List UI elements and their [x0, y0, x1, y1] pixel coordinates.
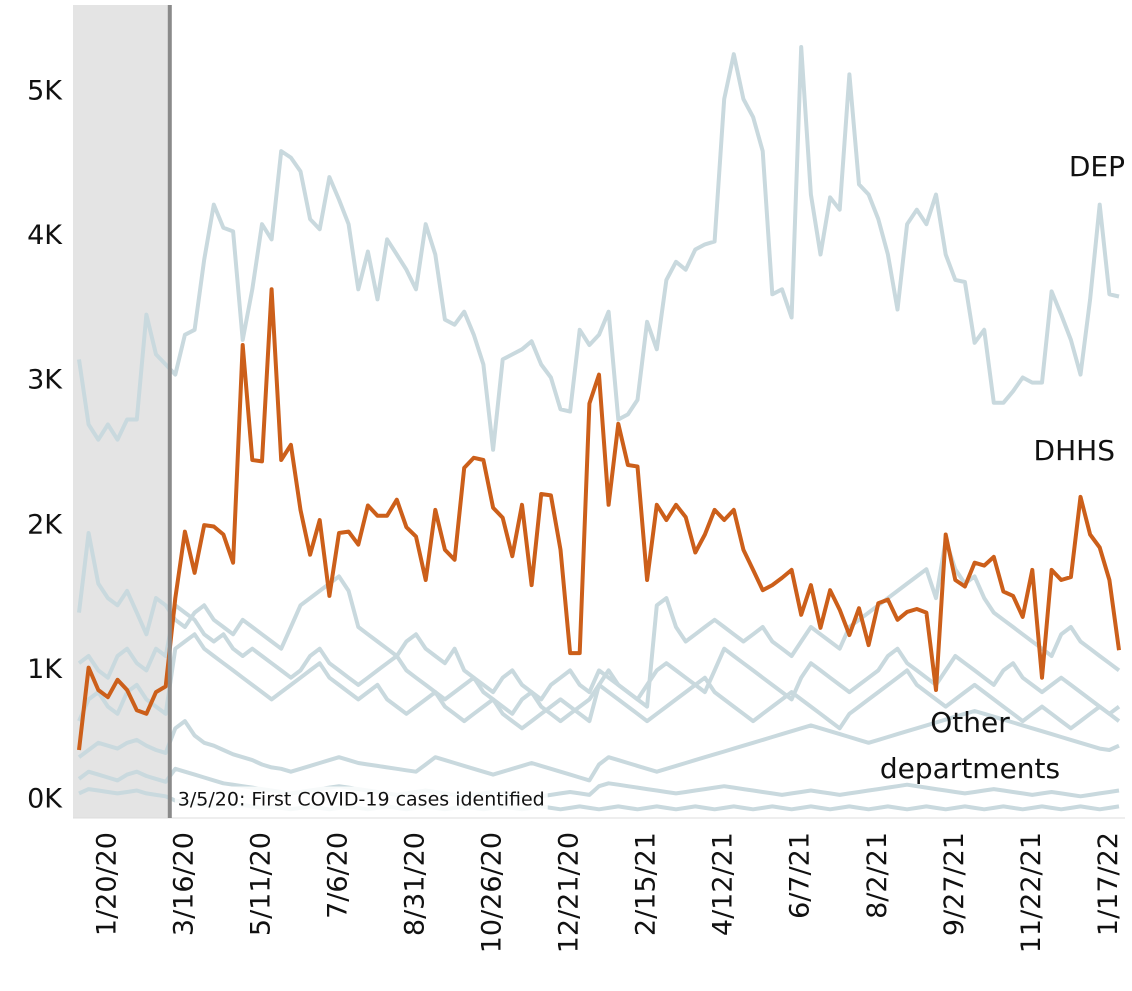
other-line — [77, 709, 1120, 783]
x-tick-label: 11/22/21 — [1016, 832, 1047, 953]
x-tick-label: 1/17/22 — [1093, 832, 1124, 936]
other-lines — [77, 531, 1121, 812]
x-tick-label: 5/11/20 — [245, 832, 276, 936]
y-tick-label: 3K — [27, 365, 63, 396]
series-label: DHHS — [1034, 434, 1115, 467]
main-lines — [77, 45, 1121, 751]
x-tick-label: 7/6/20 — [323, 832, 354, 919]
y-tick-label: 4K — [27, 220, 63, 251]
y-tick-label: 0K — [27, 784, 63, 815]
series-line — [77, 45, 1120, 452]
y-tick-label: 2K — [27, 509, 63, 540]
x-tick-label: 9/27/21 — [939, 832, 970, 936]
y-tick-label: 1K — [27, 654, 63, 685]
x-tick-label: 1/20/20 — [91, 832, 122, 936]
x-tick-label: 10/26/20 — [477, 832, 508, 953]
x-tick-label: 8/31/20 — [400, 832, 431, 936]
x-tick-label: 8/2/21 — [862, 832, 893, 919]
series-label: DEP — [1069, 150, 1125, 183]
annotation-text: 3/5/20: First COVID-19 cases identified — [178, 789, 545, 811]
x-tick-label: 12/21/20 — [554, 832, 585, 953]
annotation-bg — [174, 786, 548, 813]
series-line — [77, 287, 1121, 751]
x-tick-label: 4/12/21 — [708, 832, 739, 936]
x-tick-label: 3/16/20 — [168, 832, 199, 936]
other-departments-label: Other departments — [879, 706, 1061, 785]
other-line — [77, 632, 1121, 731]
x-tick-label: 2/15/21 — [631, 832, 662, 936]
y-tick-label: 5K — [27, 75, 63, 106]
x-tick-label: 6/7/21 — [785, 832, 816, 919]
